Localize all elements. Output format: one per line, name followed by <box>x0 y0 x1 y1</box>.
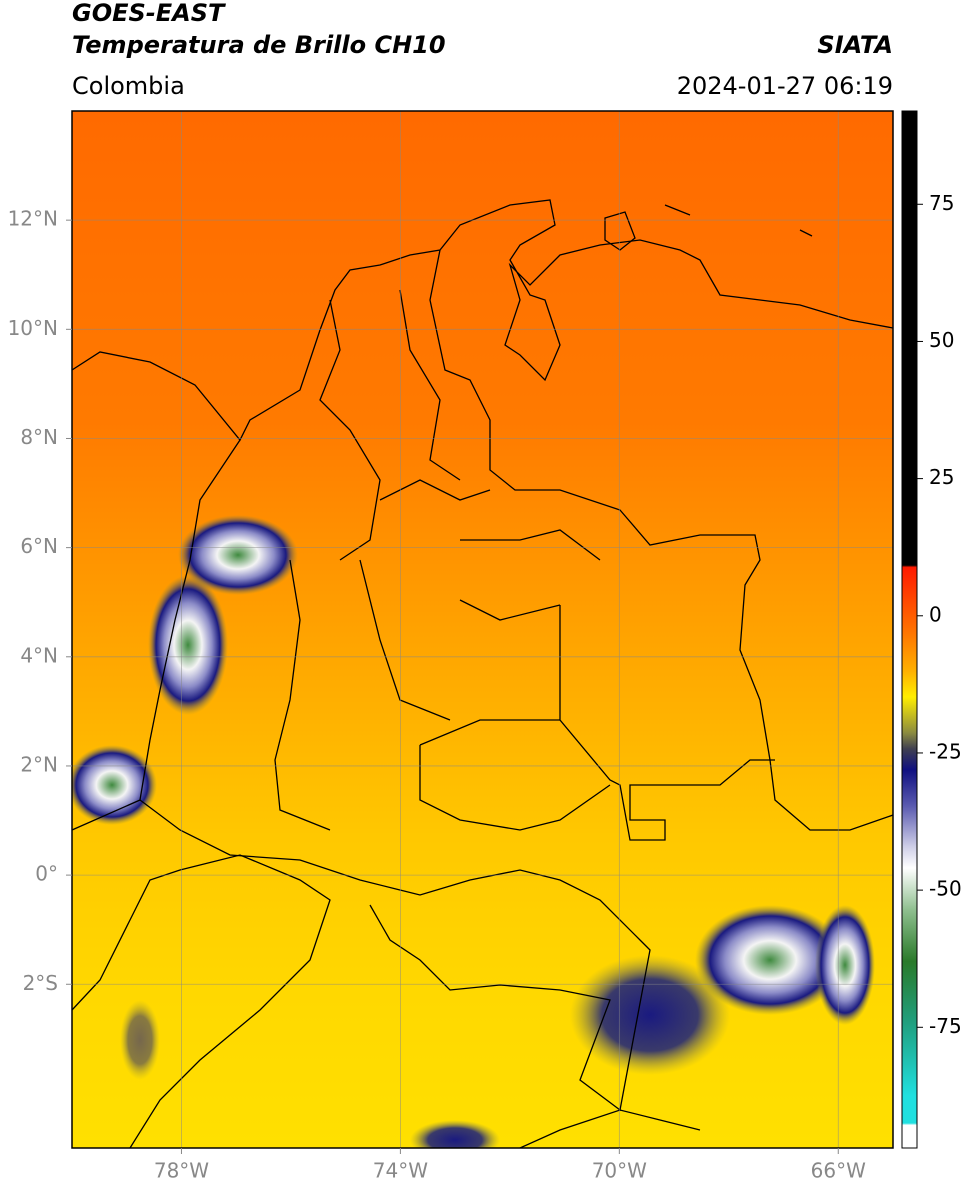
cloud <box>570 955 730 1075</box>
cloud <box>815 905 875 1025</box>
region: Colombia <box>72 72 185 100</box>
cloud <box>148 575 228 715</box>
x-tick-label: 66°W <box>811 1159 866 1183</box>
colorbar-tick-label: 75 <box>929 191 954 215</box>
colorbar-tick-label: 0 <box>929 602 942 626</box>
y-tick-label: 6°N <box>20 534 58 558</box>
x-tick-label: 78°W <box>154 1159 209 1183</box>
title: GOES-EAST <box>72 0 226 27</box>
y-tick-label: 2°N <box>20 752 58 776</box>
colorbar-tick-label: -25 <box>929 739 962 763</box>
colorbar-tick-label: 50 <box>929 328 954 352</box>
y-tick-label: 8°N <box>20 425 58 449</box>
subtitle: Temperatura de Brillo CH10 <box>72 31 446 59</box>
y-tick-label: 2°S <box>23 971 58 995</box>
colorbar-tick-label: 25 <box>929 465 954 489</box>
x-tick-label: 70°W <box>592 1159 647 1183</box>
source: SIATA <box>817 31 893 59</box>
map-frame <box>71 110 894 1149</box>
cloud <box>695 905 845 1015</box>
map-image <box>72 111 893 1148</box>
grid <box>72 111 893 1148</box>
datetime: 2024-01-27 06:19 <box>677 72 893 100</box>
colorbar <box>901 110 918 1149</box>
cloud <box>72 745 157 825</box>
cloud <box>410 1120 500 1148</box>
x-tick-label: 74°W <box>373 1159 428 1183</box>
y-tick-label: 12°N <box>8 207 58 231</box>
y-tick-label: 4°N <box>20 643 58 667</box>
y-tick-label: 0° <box>35 862 58 886</box>
cloud <box>120 1000 160 1080</box>
colorbar-tick-label: -50 <box>929 877 962 901</box>
y-tick-label: 10°N <box>8 316 58 340</box>
cloud <box>178 515 298 595</box>
borders <box>72 199 893 1148</box>
colorbar-tick-label: -75 <box>929 1014 962 1038</box>
